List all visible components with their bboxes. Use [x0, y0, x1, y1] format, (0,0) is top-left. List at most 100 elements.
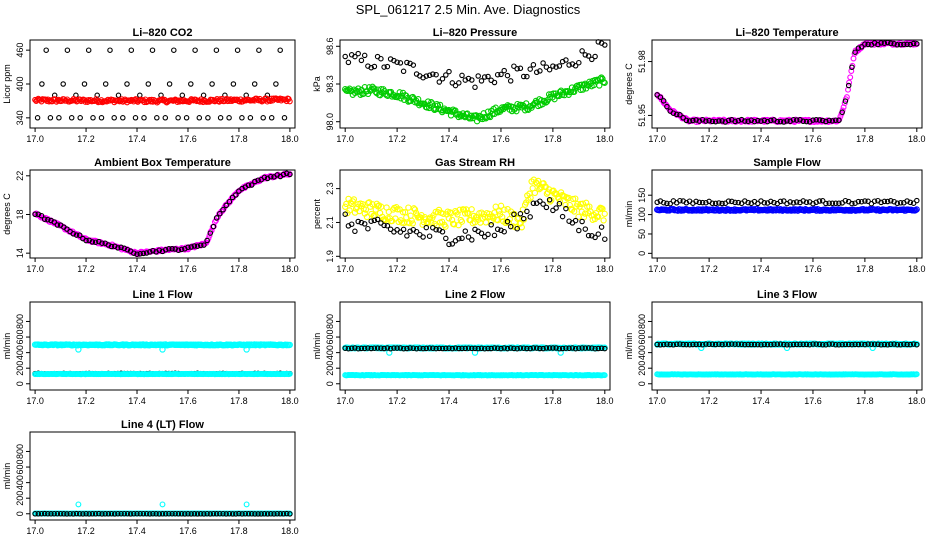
data-point — [374, 216, 381, 223]
data-point — [826, 341, 832, 347]
data-point — [664, 200, 670, 207]
data-point — [696, 199, 703, 206]
data-point — [213, 47, 220, 53]
data-point — [449, 345, 456, 352]
data-point — [251, 81, 258, 87]
x-tick-label: 17.0 — [336, 264, 354, 274]
data-points — [31, 341, 293, 378]
data-point — [137, 510, 143, 517]
plot-frame — [339, 169, 611, 259]
data-point — [852, 49, 858, 55]
y-axis-label: ml/min — [312, 333, 322, 360]
data-point — [501, 67, 507, 74]
data-point — [120, 115, 126, 121]
y-tick-label: 800 — [15, 444, 25, 459]
data-point — [878, 199, 884, 206]
data-point — [400, 226, 407, 233]
data-point — [255, 177, 261, 183]
data-points — [342, 176, 608, 248]
data-point — [286, 98, 293, 105]
data-point — [70, 511, 77, 517]
data-point — [849, 341, 855, 348]
x-tick-label: 17.8 — [544, 134, 562, 144]
data-point — [185, 511, 191, 517]
x-tick-label: 17.6 — [492, 264, 510, 274]
y-tick-label: 100 — [637, 207, 647, 222]
chart-panel-8: Line 2 Flow ml/min 17.0 17.2 17.4 17.6 17.8 18.… — [312, 289, 614, 406]
data-point — [256, 47, 262, 53]
data-point — [443, 235, 449, 242]
data-point — [361, 52, 368, 59]
data-point — [823, 118, 829, 125]
x-tick-label: 17.8 — [230, 526, 248, 536]
data-point — [507, 345, 514, 351]
panel-title: Sample Flow — [753, 157, 821, 169]
data-point — [595, 213, 602, 220]
data-point — [579, 345, 585, 351]
data-point — [217, 115, 224, 121]
data-point — [550, 63, 556, 69]
data-point — [115, 510, 121, 517]
data-point — [182, 511, 188, 517]
data-point — [397, 345, 404, 351]
data-point — [465, 234, 472, 240]
data-point — [888, 40, 894, 47]
data-point — [784, 342, 790, 348]
data-point — [374, 203, 382, 210]
data-point — [188, 244, 194, 250]
x-tick-label: 17.4 — [128, 396, 146, 406]
data-point — [540, 345, 546, 352]
data-point — [478, 78, 485, 84]
data-point — [481, 74, 488, 80]
data-point — [287, 511, 293, 517]
data-point — [491, 79, 498, 86]
data-point — [527, 345, 533, 352]
data-point — [201, 242, 207, 248]
data-point — [595, 345, 602, 352]
data-point — [361, 345, 368, 352]
y-tick-label: 400 — [15, 345, 25, 360]
data-point — [183, 115, 190, 121]
data-point — [777, 341, 784, 347]
data-point — [387, 226, 394, 233]
data-point — [602, 345, 608, 352]
y-tick-label: 460 — [15, 43, 25, 58]
y-tick-label: 0 — [637, 251, 647, 256]
data-point — [813, 199, 819, 206]
data-point — [571, 88, 578, 95]
data-point — [774, 341, 781, 347]
data-point — [381, 345, 387, 352]
x-tick-label: 17.0 — [26, 134, 44, 144]
y-tick-label: 50 — [637, 229, 647, 239]
x-tick-label: 18.0 — [596, 134, 614, 144]
data-point — [768, 117, 774, 124]
data-point — [598, 204, 605, 212]
data-point — [149, 47, 156, 53]
data-point — [410, 62, 417, 68]
data-point — [816, 341, 823, 348]
data-point-outlier — [159, 346, 166, 353]
data-point — [901, 341, 907, 347]
data-point — [268, 173, 274, 180]
x-tick-label: 18.0 — [596, 396, 614, 406]
data-point — [904, 41, 910, 48]
data-point — [583, 199, 590, 206]
x-tick-label: 18.0 — [281, 526, 299, 536]
data-point — [553, 64, 559, 70]
x-tick-label: 17.0 — [648, 264, 666, 274]
data-point — [426, 345, 433, 351]
data-point — [175, 511, 182, 517]
data-point — [562, 201, 569, 209]
data-point — [907, 341, 914, 348]
data-point — [563, 345, 569, 351]
data-point — [57, 510, 64, 517]
data-point-outlier — [75, 346, 82, 353]
data-point — [283, 510, 290, 517]
data-point — [127, 511, 134, 517]
y-tick-label: 400 — [15, 475, 25, 490]
data-point — [579, 200, 587, 207]
data-point — [420, 345, 426, 352]
data-point — [345, 59, 352, 66]
data-point — [81, 81, 88, 87]
data-point — [670, 342, 677, 348]
